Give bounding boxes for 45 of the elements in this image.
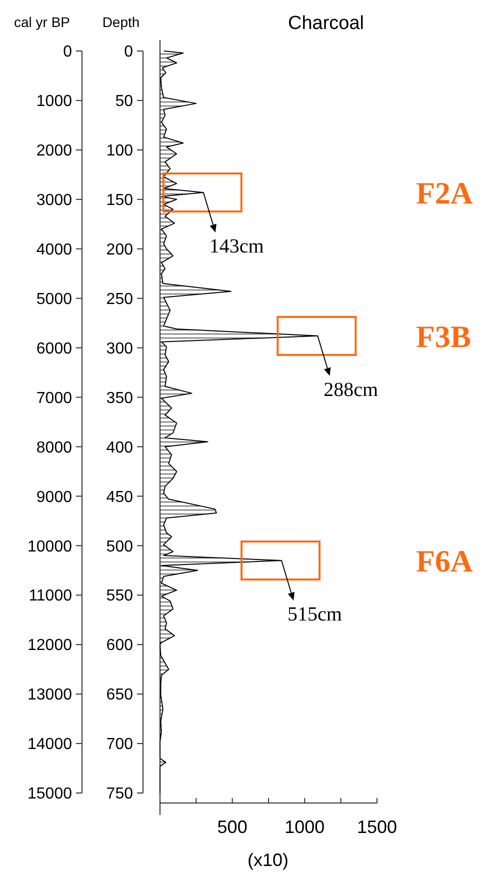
y-tick-label: 250 (106, 290, 134, 308)
y-tick-label: 750 (106, 786, 134, 803)
x-tick-label: 500 (217, 817, 248, 837)
annotation: 143cm (209, 235, 264, 258)
text: F6A (416, 544, 474, 579)
y2-tick-label: 1000 (36, 93, 72, 110)
y-tick-label: 500 (106, 538, 134, 556)
x-tick-label: 1500 (356, 817, 398, 837)
y2-tick-label: 13000 (28, 686, 72, 704)
y-tick-label: 700 (106, 736, 134, 754)
y2-tick-label: 6000 (36, 340, 72, 358)
y2-tick-label: 15000 (28, 786, 72, 803)
y2-tick-label: 5000 (36, 290, 72, 308)
annotation: 288cm (324, 378, 379, 401)
y-tick-label: 50 (115, 93, 134, 110)
text: F2A (416, 175, 474, 210)
x-axis-title: (x10) (247, 850, 289, 870)
x-tick-label: 1000 (284, 817, 325, 837)
y2-tick-label: 4000 (36, 241, 72, 258)
chart-title: Charcoal (288, 13, 364, 34)
y-tick-label: 300 (106, 340, 134, 358)
y-tick-label: 350 (106, 390, 134, 407)
text: F3B (416, 318, 472, 354)
y2-tick-label: 8000 (36, 439, 72, 456)
y2-tick-label: 7000 (36, 390, 72, 407)
y2-axis-title: cal yr BP (14, 14, 70, 30)
y-tick-label: 450 (106, 488, 134, 506)
y-tick-label: 200 (106, 241, 134, 258)
y2-tick-label: 2000 (36, 142, 72, 160)
y-tick-label: 650 (106, 686, 134, 704)
y-tick-label: 0 (124, 44, 134, 61)
y-tick-label: 100 (106, 142, 134, 160)
y-tick-label: 400 (106, 439, 134, 456)
y-axis-title: Depth (102, 14, 140, 30)
y2-tick-label: 11000 (28, 588, 72, 605)
y2-tick-label: 0 (63, 44, 72, 61)
y-tick-label: 550 (106, 588, 134, 605)
y2-tick-label: 12000 (28, 637, 72, 654)
y2-tick-label: 10000 (28, 538, 72, 556)
y2-tick-label: 9000 (36, 488, 72, 506)
y2-tick-label: 3000 (36, 192, 72, 209)
y-tick-label: 150 (106, 192, 134, 209)
annotation: 515cm (288, 604, 342, 626)
y2-tick-label: 14000 (28, 736, 72, 754)
y-tick-label: 600 (106, 637, 134, 654)
